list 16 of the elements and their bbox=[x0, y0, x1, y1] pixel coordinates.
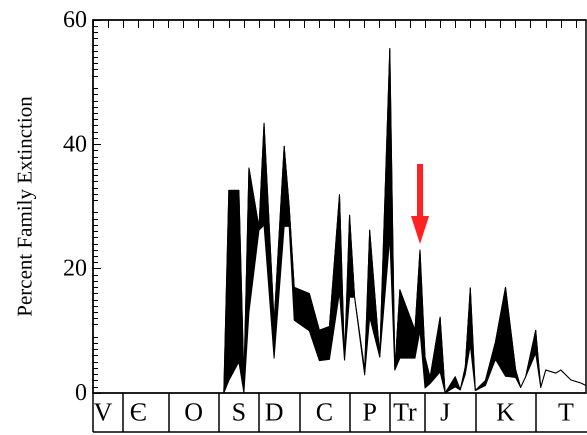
x-tick-label: C bbox=[316, 398, 334, 426]
x-tick-label: V bbox=[94, 398, 113, 426]
x-tick-label: P bbox=[362, 398, 377, 426]
x-tick-label: D bbox=[264, 398, 284, 426]
x-tick-label: Tr bbox=[393, 398, 418, 426]
x-tick-label: K bbox=[496, 398, 516, 426]
x-tick-label: T bbox=[558, 398, 574, 426]
y-axis-title: Percent Family Extinction bbox=[12, 96, 36, 317]
y-tick-label: 60 bbox=[63, 7, 87, 33]
x-tick-label: Є bbox=[130, 398, 147, 426]
y-tick-label: 40 bbox=[63, 131, 87, 158]
x-tick-label: J bbox=[440, 398, 450, 426]
y-tick-label: 0 bbox=[75, 380, 87, 406]
x-tick-label: S bbox=[232, 398, 246, 426]
x-tick-label: O bbox=[184, 398, 204, 426]
y-tick-label: 20 bbox=[63, 256, 87, 282]
